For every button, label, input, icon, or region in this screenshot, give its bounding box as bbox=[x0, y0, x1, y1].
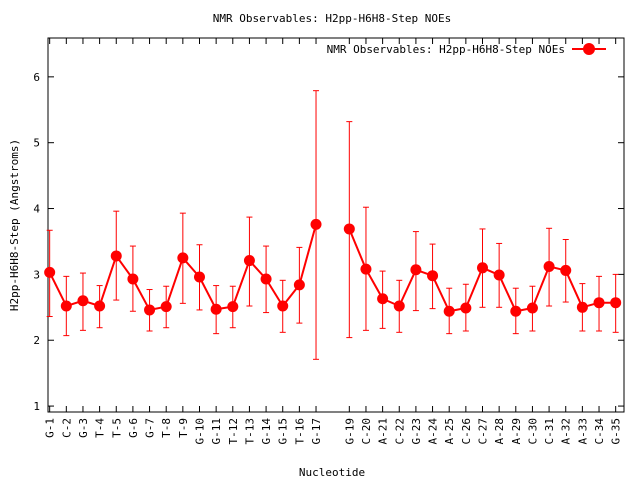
series-line-segment bbox=[531, 266, 551, 309]
x-tick-label: T-13 bbox=[243, 418, 256, 445]
x-tick-label: G-19 bbox=[343, 418, 356, 445]
y-tick-label: 4 bbox=[33, 203, 40, 216]
x-tick-label: C-20 bbox=[360, 418, 373, 445]
data-point bbox=[210, 303, 222, 315]
x-tick-label: C-22 bbox=[393, 418, 406, 445]
data-point bbox=[377, 293, 389, 305]
data-point bbox=[144, 304, 156, 316]
x-tick-label: G-23 bbox=[410, 418, 423, 445]
data-point bbox=[193, 271, 205, 283]
data-point bbox=[310, 218, 322, 230]
series-line-segment bbox=[365, 268, 384, 300]
data-point bbox=[343, 223, 355, 235]
x-tick-label: G-11 bbox=[210, 418, 223, 445]
data-point bbox=[177, 252, 189, 264]
data-point bbox=[493, 269, 505, 281]
x-tick-label: G-17 bbox=[310, 418, 323, 445]
data-point bbox=[127, 273, 139, 285]
data-point bbox=[94, 300, 106, 312]
series-line-segment bbox=[165, 257, 184, 307]
series-line-segment bbox=[231, 260, 251, 307]
x-tick-label: T-8 bbox=[160, 418, 173, 438]
data-point bbox=[576, 301, 588, 313]
series-line-segment bbox=[498, 274, 517, 312]
x-tick-label: G-1 bbox=[44, 418, 57, 438]
x-tick-label: C-27 bbox=[476, 418, 489, 445]
legend: NMR Observables: H2pp-H6H8-Step NOEs bbox=[327, 43, 606, 56]
x-tick-label: G-6 bbox=[127, 418, 140, 438]
chart-title: NMR Observables: H2pp-H6H8-Step NOEs bbox=[213, 12, 451, 25]
series-line-segment bbox=[348, 228, 367, 270]
x-tick-label: C-34 bbox=[593, 418, 606, 445]
data-point bbox=[60, 300, 72, 312]
data-point bbox=[77, 295, 89, 307]
data-point bbox=[160, 301, 172, 313]
series-line-segment bbox=[132, 278, 151, 311]
x-tick-label: A-21 bbox=[377, 418, 390, 445]
x-axis-label: Nucleotide bbox=[299, 466, 365, 479]
x-tick-label: C-2 bbox=[60, 418, 73, 438]
data-point bbox=[410, 264, 422, 276]
series-line-segment bbox=[398, 269, 417, 307]
data-point bbox=[476, 262, 488, 274]
data-point bbox=[460, 302, 472, 314]
data-point bbox=[360, 263, 372, 275]
series-line-segment bbox=[431, 275, 451, 312]
data-point bbox=[110, 250, 122, 262]
series-line-segment bbox=[464, 267, 484, 309]
data-point bbox=[427, 270, 439, 282]
y-tick-label: 5 bbox=[33, 137, 40, 150]
data-point bbox=[610, 297, 622, 309]
data-point bbox=[243, 255, 255, 267]
data-point bbox=[277, 300, 289, 312]
y-tick-label: 1 bbox=[33, 400, 40, 413]
legend-marker bbox=[583, 43, 595, 55]
x-tick-label: G-35 bbox=[610, 418, 623, 445]
data-point bbox=[560, 264, 572, 276]
x-tick-label: A-25 bbox=[443, 418, 456, 445]
x-tick-label: T-16 bbox=[293, 418, 306, 445]
y-tick-label: 2 bbox=[33, 334, 40, 347]
series-line-segment bbox=[298, 224, 317, 286]
x-tick-label: G-3 bbox=[77, 418, 90, 438]
series-line-segment bbox=[564, 270, 584, 308]
x-tick-label: G-14 bbox=[260, 418, 273, 445]
x-tick-label: C-31 bbox=[543, 418, 556, 445]
x-tick-label: A-24 bbox=[427, 418, 440, 445]
x-tick-label: G-7 bbox=[144, 418, 157, 438]
data-point bbox=[260, 273, 272, 285]
series-line-segment bbox=[98, 255, 118, 307]
x-tick-label: G-15 bbox=[277, 418, 290, 445]
series-line-segment bbox=[198, 276, 218, 310]
legend-label: NMR Observables: H2pp-H6H8-Step NOEs bbox=[327, 43, 565, 56]
data-point bbox=[393, 300, 405, 312]
plot-frame bbox=[47, 37, 625, 413]
x-tick-label: A-33 bbox=[576, 418, 589, 445]
x-tick-label: T-12 bbox=[227, 418, 240, 445]
x-tick-label: C-30 bbox=[526, 418, 539, 445]
y-axis-label: H2pp-H6H8-Step (Angstroms) bbox=[8, 139, 21, 311]
data-point bbox=[44, 266, 56, 278]
y-tick-label: 3 bbox=[33, 268, 40, 281]
y-tick-label: 6 bbox=[33, 71, 40, 84]
data-point bbox=[293, 279, 305, 291]
data-point bbox=[227, 301, 239, 313]
data-point bbox=[593, 297, 605, 309]
x-tick-label: G-10 bbox=[193, 418, 206, 445]
series-line-segment bbox=[48, 271, 68, 307]
data-point bbox=[526, 302, 538, 314]
x-tick-label: T-5 bbox=[110, 418, 123, 438]
data-point bbox=[510, 305, 522, 317]
x-tick-label: A-32 bbox=[560, 418, 573, 445]
x-tick-label: C-26 bbox=[460, 418, 473, 445]
x-tick-label: T-4 bbox=[94, 418, 107, 438]
x-tick-label: A-29 bbox=[510, 418, 523, 445]
x-tick-label: A-28 bbox=[493, 418, 506, 445]
x-tick-label: T-9 bbox=[177, 418, 190, 438]
data-point bbox=[543, 260, 555, 272]
data-point bbox=[443, 305, 455, 317]
